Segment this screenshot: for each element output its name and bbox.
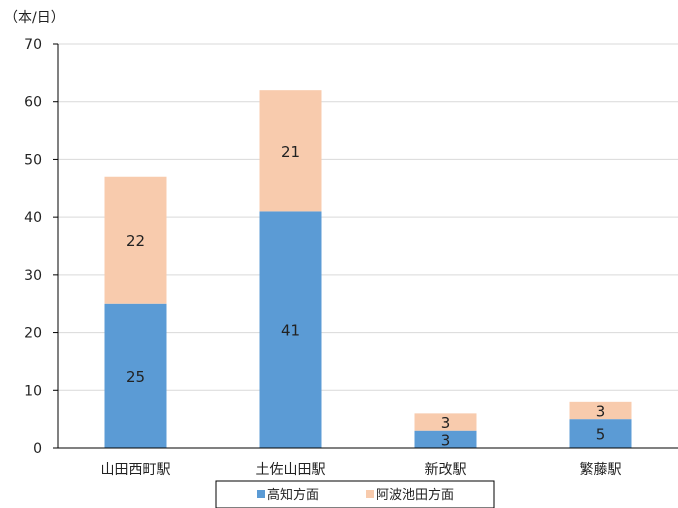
data-label-0-1: 22 <box>126 232 145 250</box>
x-tick-label-2: 新改駅 <box>425 462 467 478</box>
x-tick-label-3: 繁藤駅 <box>580 462 622 478</box>
legend: 高知方面 阿波池田方面 <box>215 480 495 508</box>
legend-label-kochi: 高知方面 <box>267 487 319 503</box>
y-tick-label-40: 40 <box>24 210 42 226</box>
data-label-0-0: 25 <box>126 368 145 386</box>
legend-swatch-awaikeda <box>366 490 374 498</box>
y-axis-ticks: 0 10 20 30 40 50 60 70 <box>24 37 58 457</box>
data-label-2-0: 3 <box>441 431 451 449</box>
y-tick-label-70: 70 <box>24 37 42 53</box>
legend-swatch-kochi <box>257 490 265 498</box>
bar-1-0 <box>259 211 322 448</box>
y-tick-label-20: 20 <box>24 326 42 342</box>
y-tick-label-60: 60 <box>24 95 42 111</box>
bar-2-0 <box>414 430 477 448</box>
y-tick-label-30: 30 <box>24 268 42 284</box>
legend-label-awaikeda: 阿波池田方面 <box>376 487 454 503</box>
data-label-3-0: 5 <box>596 426 606 444</box>
bar-0-0 <box>104 303 167 448</box>
x-axis-ticks: 山田西町駅 土佐山田駅 新改駅 繁藤駅 <box>101 462 622 478</box>
y-tick-label-10: 10 <box>24 383 42 399</box>
bar-3-1 <box>569 401 632 420</box>
unit-label: （本/日） <box>4 10 65 26</box>
y-tick-label-0: 0 <box>33 441 42 457</box>
data-label-1-1: 21 <box>281 143 300 161</box>
bar-2-1 <box>414 413 477 431</box>
data-label-3-1: 3 <box>596 402 606 420</box>
bars <box>104 90 632 448</box>
bar-3-0 <box>569 419 632 448</box>
bar-1-1 <box>259 90 322 212</box>
y-tick-label-50: 50 <box>24 152 42 168</box>
x-tick-label-0: 山田西町駅 <box>101 462 171 478</box>
data-label-1-0: 41 <box>281 322 300 340</box>
x-tick-label-1: 土佐山田駅 <box>256 462 326 478</box>
bar-0-1 <box>104 176 167 304</box>
data-label-2-1: 3 <box>441 414 451 432</box>
